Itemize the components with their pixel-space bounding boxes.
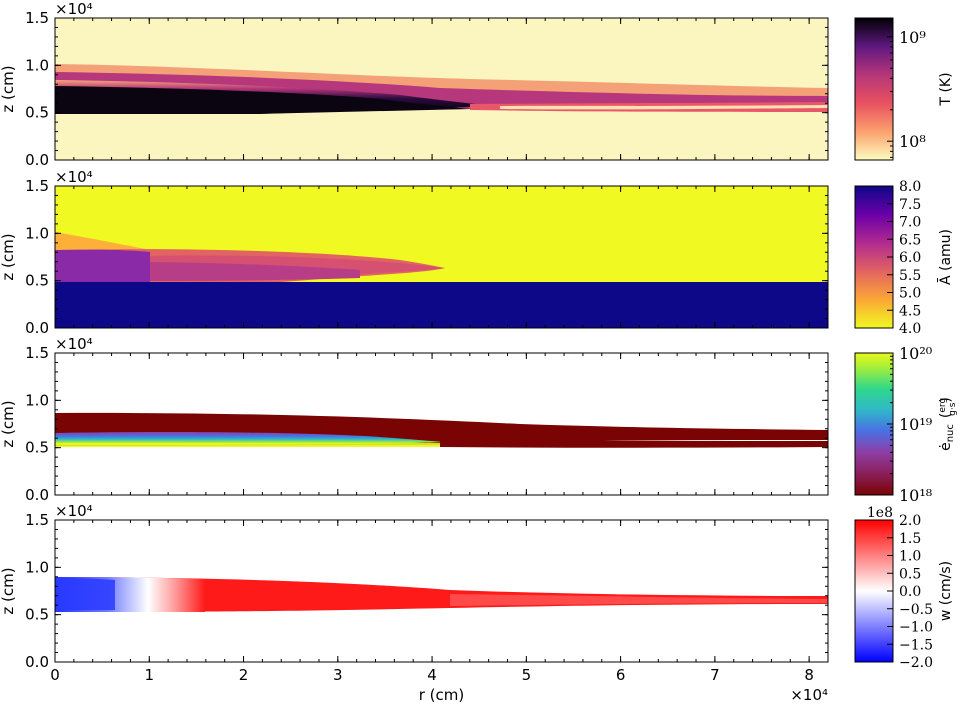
y-axis-title: z (cm) <box>0 233 17 280</box>
temperature-field <box>55 18 828 160</box>
label-sub: nuc <box>945 424 956 442</box>
y-tick-label: 0.0 <box>25 151 49 169</box>
colorbar-tick-label: 1.0 <box>899 549 921 565</box>
y-tick-label: 1.0 <box>25 391 49 409</box>
colorbar-tick-label: 8.0 <box>899 179 921 195</box>
colorbar-tick-label: 10⁸ <box>899 132 926 151</box>
label-paren: ( <box>938 413 954 418</box>
colorbar-tick-label: 10²⁰ <box>899 344 932 363</box>
y-tick-label: 1.0 <box>25 56 49 74</box>
x-tick-label: 1 <box>144 666 154 684</box>
colorbar-tick-label: 1.5 <box>899 531 921 547</box>
colorbar-3: 10¹⁸ 10¹⁹ 10²⁰ ėnuc (ergg·s) <box>854 344 958 505</box>
abar-field <box>55 186 828 328</box>
y-offset-label: ×10⁴ <box>55 0 93 18</box>
colorbar-gradient <box>854 519 894 663</box>
colorbar-offset-label: 1e8 <box>867 505 893 521</box>
x-tick-label: 0 <box>50 666 60 684</box>
axes-panel-4: 0.0 0.5 1.0 1.5 0 1 2 3 4 5 6 7 8 r (cm) ×10⁴ z (cm) ×10… <box>0 502 829 704</box>
axes-panel-2: 0.0 0.5 1.0 1.5 z (cm) ×10⁴ <box>0 168 829 337</box>
colorbars-layer: 10⁸ 10⁹ T (K) 4.0 4.55.0 5.5 6.0 6.57.0 7.5 8.0 Ā … <box>854 17 958 671</box>
colorbar-tick-label: 10¹⁸ <box>899 486 932 505</box>
y-tick-label: 1.5 <box>25 9 49 27</box>
x-tick-label: 8 <box>804 666 814 684</box>
colorbar-tick-label: 2.0 <box>899 513 921 529</box>
velocity-field <box>55 520 828 662</box>
y-axis-title: z (cm) <box>0 65 17 112</box>
plot-frame <box>54 17 829 161</box>
axes-layer: 0.0 0.5 1.0 1.5 z (cm) ×10⁴ 0.0 0.5 1.0 1.5 z (cm)… <box>0 0 829 704</box>
colorbar-tick-label: 0.5 <box>899 566 921 582</box>
y-tick-label: 0.5 <box>25 272 49 290</box>
y-tick-label: 0.0 <box>25 653 49 671</box>
y-tick-label: 0.5 <box>25 104 49 122</box>
x-tick-label: 6 <box>616 666 626 684</box>
colorbar-tick-label: 7.5 <box>899 197 921 213</box>
plot-frame <box>54 519 829 663</box>
plot-frame <box>54 185 829 329</box>
panel-abar <box>55 186 828 328</box>
colorbar-tick-label: 4.5 <box>899 303 921 319</box>
axes-panel-1: 0.0 0.5 1.0 1.5 z (cm) ×10⁴ <box>0 0 829 169</box>
x-offset-label: ×10⁴ <box>790 686 828 704</box>
colorbar-1: 10⁸ 10⁹ T (K) <box>854 17 954 161</box>
x-axis-title: r (cm) <box>419 686 465 704</box>
colorbar-tick-label: 5.0 <box>899 286 921 302</box>
x-tick-label: 4 <box>427 666 437 684</box>
colorbar-tick-label: 10¹⁹ <box>899 415 933 434</box>
panel-velocity <box>55 520 828 662</box>
axes-panel-3: 0.0 0.5 1.0 1.5 z (cm) ×10⁴ <box>0 335 829 504</box>
y-offset-label: ×10⁴ <box>55 502 93 520</box>
y-axis-title: z (cm) <box>0 567 17 614</box>
colorbar-gradient <box>854 17 894 161</box>
colorbar-tick-label: 5.5 <box>899 268 921 284</box>
panel-temperature <box>55 18 828 160</box>
y-tick-label: 1.0 <box>25 558 49 576</box>
colorbar-4: −2.0 −1.5−1.0 −0.5 0.0 0.51.0 1.5 2.0 1e8 w (cm/… <box>854 505 954 671</box>
colorbar-tick-label: −0.5 <box>899 602 933 618</box>
panel-enuc <box>55 353 828 495</box>
colorbar-tick-label: 6.0 <box>899 250 921 266</box>
enuc-field <box>55 353 828 495</box>
colorbar-tick-label: 10⁹ <box>899 28 926 47</box>
label-unit-den: g·s <box>948 402 958 416</box>
label-paren-close: ) <box>938 397 954 402</box>
y-tick-label: 1.5 <box>25 344 49 362</box>
y-offset-label: ×10⁴ <box>55 335 93 353</box>
colorbar-tick-label: −1.5 <box>899 637 933 653</box>
colorbar-axis-title: Ā (amu) <box>937 229 954 285</box>
colorbar-tick-label: 4.0 <box>899 321 921 337</box>
colorbar-tick-label: −2.0 <box>899 655 933 671</box>
colorbar-axis-title: w (cm/s) <box>938 561 954 621</box>
y-tick-label: 0.5 <box>25 439 49 457</box>
y-tick-label: 1.5 <box>25 177 49 195</box>
x-tick-label: 7 <box>710 666 720 684</box>
y-tick-label: 1.5 <box>25 511 49 529</box>
x-tick-label: 3 <box>333 666 343 684</box>
label-unit-num: erg <box>938 398 948 413</box>
colorbar-tick-label: 0.0 <box>899 584 921 600</box>
y-offset-label: ×10⁴ <box>55 168 93 186</box>
y-tick-label: 0.5 <box>25 606 49 624</box>
y-tick-label: 0.0 <box>25 319 49 337</box>
colorbar-tick-label: −1.0 <box>899 620 933 636</box>
colorbar-axis-title: T (K) <box>938 72 954 106</box>
y-axis-title: z (cm) <box>0 400 17 447</box>
x-tick-label: 5 <box>522 666 532 684</box>
plot-frame <box>54 352 829 496</box>
colorbar-2: 4.0 4.55.0 5.5 6.0 6.57.0 7.5 8.0 Ā (amu) <box>854 179 954 337</box>
y-tick-label: 0.0 <box>25 486 49 504</box>
colorbar-axis-title: ėnuc (ergg·s) <box>938 397 958 451</box>
y-tick-label: 1.0 <box>25 224 49 242</box>
label-main: ė <box>938 442 954 451</box>
x-tick-label: 2 <box>239 666 249 684</box>
colorbar-tick-label: 7.0 <box>899 215 921 231</box>
colorbar-tick-label: 6.5 <box>899 232 921 248</box>
